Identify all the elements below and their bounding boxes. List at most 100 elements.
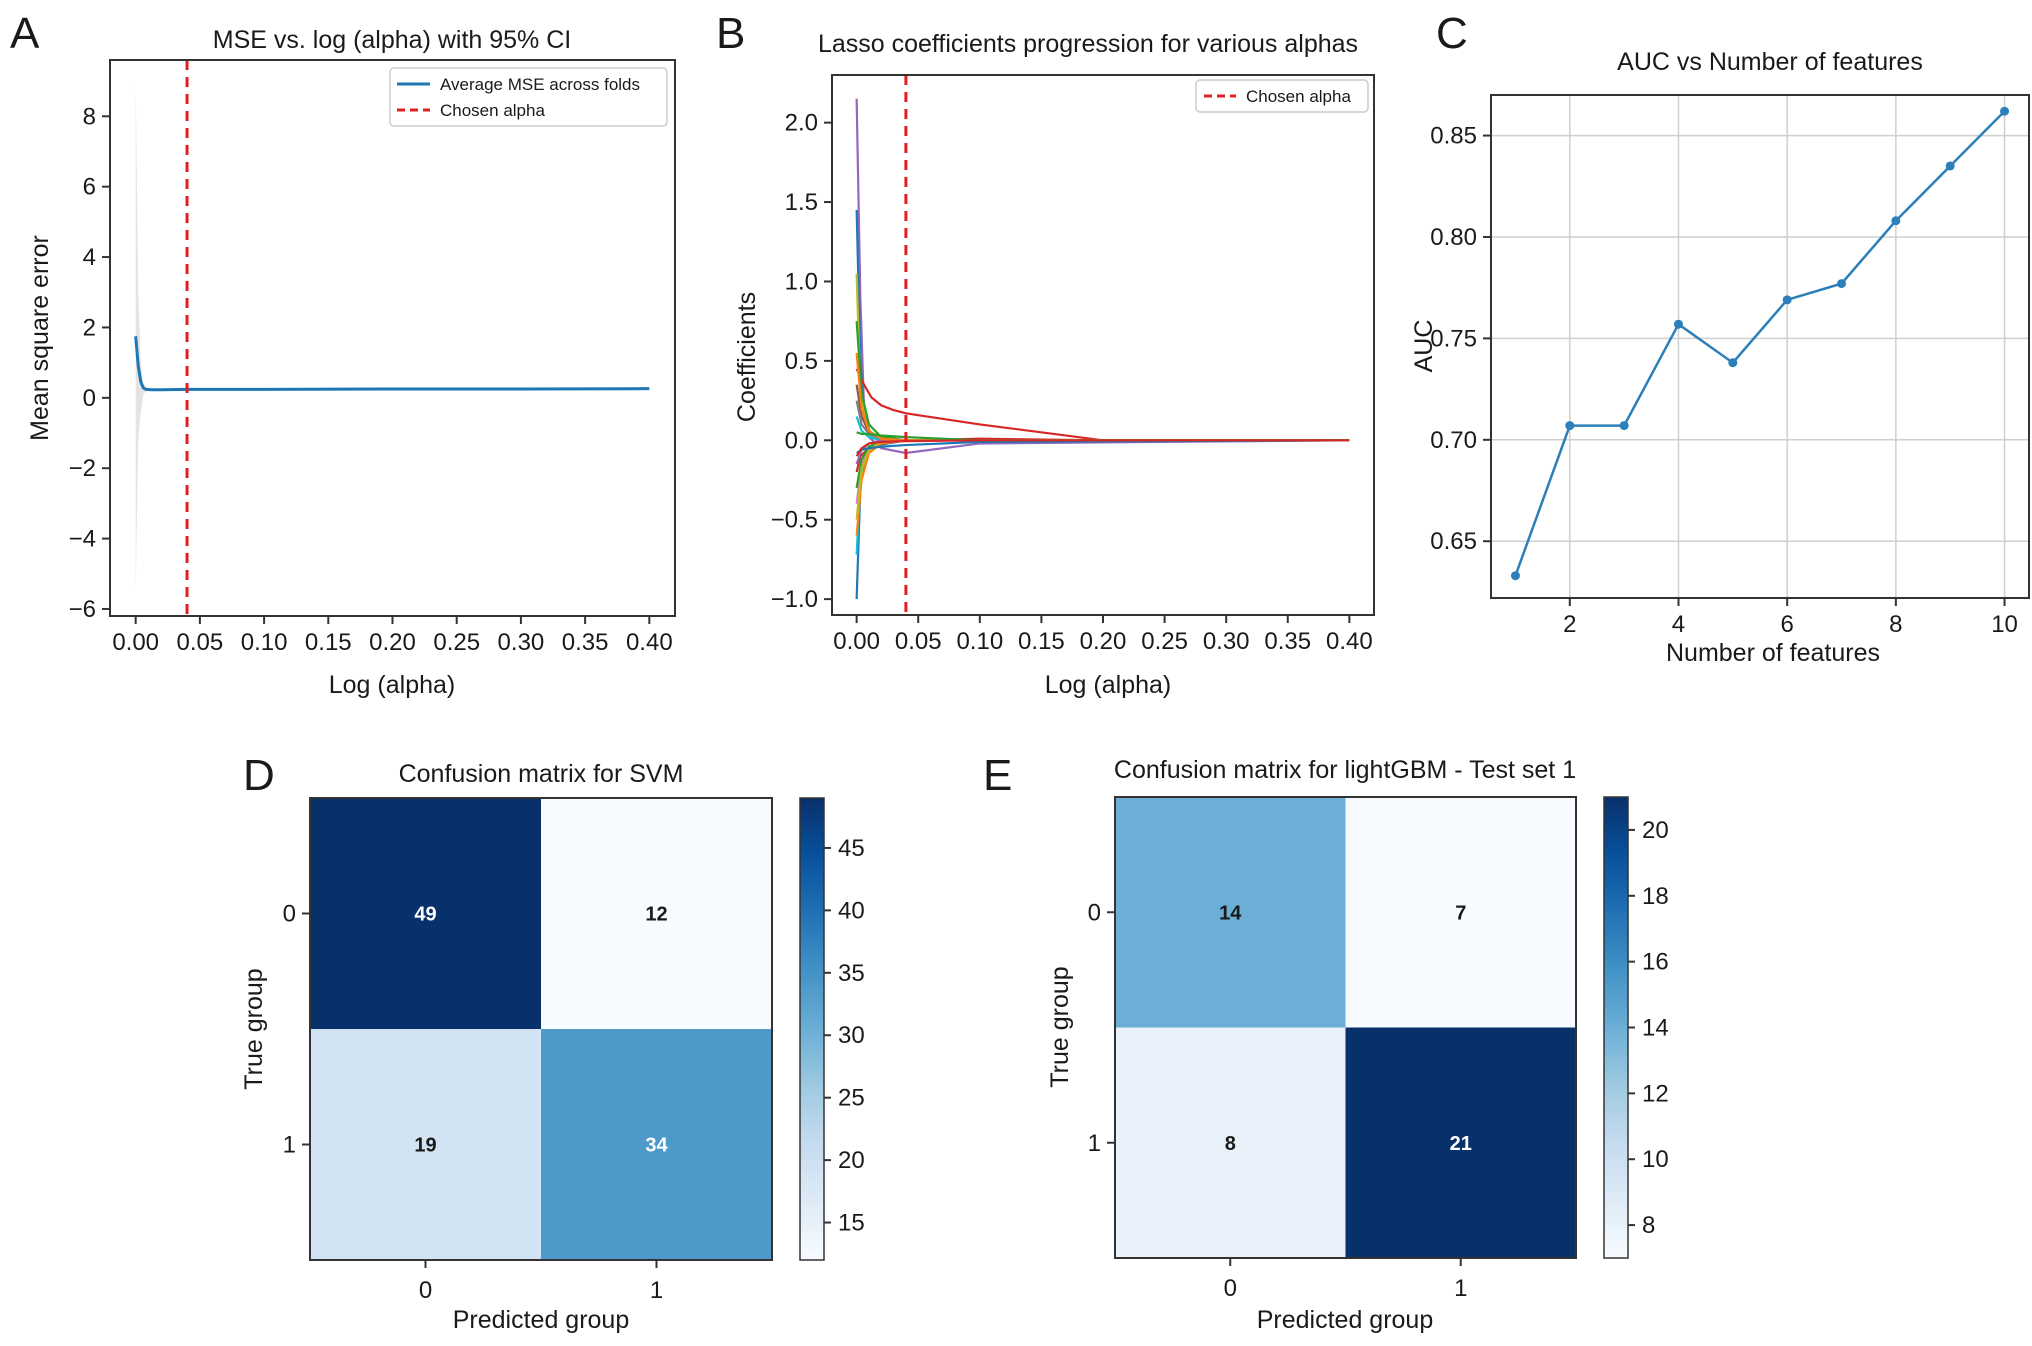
c-y-tick-label: 0.85 [1430,123,1477,150]
e-cell-value: 7 [1455,902,1466,924]
d-colorbar-tick-label: 45 [838,835,865,862]
b-y-tick-label: −1.0 [771,586,818,613]
panel-c-title: AUC vs Number of features [1617,48,1923,76]
panel-e-chart: Confusion matrix for lightGBM - Test set… [1046,756,1669,1334]
panel-d-chart: Confusion matrix for SVM 49 12 19 34 0 1 0 1 P… [240,760,865,1334]
d-cell-value: 49 [414,904,436,926]
panel-c-auc-point [1782,295,1792,305]
d-colorbar-tick-label: 35 [838,960,865,987]
b-x-tick-label: 0.05 [895,628,942,655]
a-x-tick-label: 0.40 [626,629,673,656]
e-cell-value: 21 [1450,1133,1472,1155]
panel-a-chart: MSE vs. log (alpha) with 95% CI 0.00 0.05… [26,26,676,699]
b-x-tick-label: 0.40 [1326,628,1373,655]
c-y-tick-label: 0.75 [1430,325,1477,352]
panel-d-plot-frame [309,797,773,1261]
a-x-tick-label: 0.20 [369,629,416,656]
a-x-tick-label: 0.00 [112,629,159,656]
c-y-tick-label: 0.80 [1430,224,1477,251]
d-y-tick-label: 0 [283,901,296,928]
b-x-tick-label: 0.35 [1264,628,1311,655]
panel-e-y-axis-label: True group [1046,966,1074,1087]
a-y-tick-label: 8 [83,103,96,130]
panel-b-coefficient-path [855,352,1350,442]
a-y-tick-label: 6 [83,174,96,201]
c-x-tick-label: 6 [1780,611,1793,638]
b-x-tick-label: 0.15 [1018,628,1065,655]
panel-b-coefficient-path [855,439,1350,555]
e-x-tick-label: 1 [1454,1275,1467,1302]
panel-b-coefficient-path [856,439,1350,454]
a-x-tick-label: 0.30 [498,629,545,656]
e-colorbar-tick-label: 20 [1642,817,1669,844]
panel-e-title: Confusion matrix for lightGBM - Test set… [1114,756,1576,784]
panel-e-colorbar [1603,796,1629,1259]
e-colorbar-tick-label: 14 [1642,1015,1669,1042]
e-y-tick-label: 1 [1088,1130,1101,1157]
panel-c-auc-point [1619,421,1629,431]
d-heatmap-cell [541,1029,772,1260]
b-x-tick-label: 0.20 [1080,628,1127,655]
panel-c-auc-line [1514,110,2006,577]
panel-c-auc-point [1945,161,1955,171]
d-colorbar-tick-label: 15 [838,1210,865,1237]
panel-b-coefficient-path [855,439,1350,600]
panel-e-x-axis-label: Predicted group [1257,1306,1434,1334]
panel-b-coefficient-path [855,98,1350,455]
d-x-tick-label: 1 [650,1277,663,1304]
panel-b-coefficient-path [855,439,1350,489]
panel-b-coefficient-path [855,400,1350,442]
panel-c-auc-point [1565,421,1575,431]
e-colorbar-tick-label: 18 [1642,883,1669,910]
c-x-tick-label: 2 [1563,611,1576,638]
b-x-tick-label: 0.30 [1203,628,1250,655]
b-x-tick-label: 0.25 [1141,628,1188,655]
a-x-tick-label: 0.15 [305,629,352,656]
b-x-tick-label: 0.10 [956,628,1003,655]
panel-a-legend-mse-label: Average MSE across folds [440,75,640,94]
a-y-tick-label: −2 [69,455,96,482]
panel-c-chart: AUC vs Number of features 2 4 6 8 10 0.65 0.7… [1410,48,2030,667]
d-colorbar-tick-label: 40 [838,897,865,924]
panel-b-coefficient-path [855,439,1350,457]
panel-b-coefficient-path [856,431,1350,442]
panel-b-coefficient-path [855,416,1350,442]
c-y-tick-label: 0.70 [1430,427,1477,454]
panel-letter-a: A [10,9,40,58]
panel-d-x-axis-label: Predicted group [453,1306,630,1334]
panel-b-coefficient-path [855,368,1350,442]
e-colorbar-tick-label: 10 [1642,1146,1669,1173]
panel-b-coefficient-path [855,321,1350,442]
panel-letter-b: B [716,9,745,58]
e-colorbar-tick-label: 16 [1642,949,1669,976]
panel-d-y-axis-label: True group [240,968,268,1089]
b-y-tick-label: 2.0 [785,110,818,137]
b-y-tick-label: 1.0 [785,268,818,295]
panel-b-chart: Lasso coefficients progression for vario… [733,30,1375,699]
e-heatmap-cell [1115,1027,1346,1258]
panel-b-plot-frame [831,74,1375,616]
panel-c-x-axis-label: Number of features [1666,639,1880,667]
e-x-tick-label: 0 [1224,1275,1237,1302]
panel-a-y-axis-label: Mean square error [26,235,54,441]
panel-a-title: MSE vs. log (alpha) with 95% CI [213,26,571,54]
panel-c-auc-point [1891,216,1901,226]
panel-a-confidence-band [135,81,152,592]
e-heatmap-cell [1345,1027,1576,1258]
d-y-tick-label: 1 [283,1132,296,1159]
panel-d-title: Confusion matrix for SVM [399,760,684,788]
a-x-tick-label: 0.25 [433,629,480,656]
panel-a-legend-chosen-alpha-label: Chosen alpha [440,101,545,120]
panel-b-coefficient-path [855,384,1350,442]
panel-b-coefficient-path [855,439,1350,536]
c-x-tick-label: 4 [1672,611,1685,638]
panel-b-legend: Chosen alpha [1195,79,1369,113]
e-colorbar-tick-label: 12 [1642,1080,1669,1107]
e-colorbar-tick-label: 8 [1642,1212,1655,1239]
panel-b-coefficient-path [855,439,1350,520]
panel-a-plot-frame [109,59,676,617]
e-cell-value: 14 [1219,902,1242,924]
panel-c-auc-point [2000,106,2010,116]
d-colorbar-tick-label: 20 [838,1147,865,1174]
